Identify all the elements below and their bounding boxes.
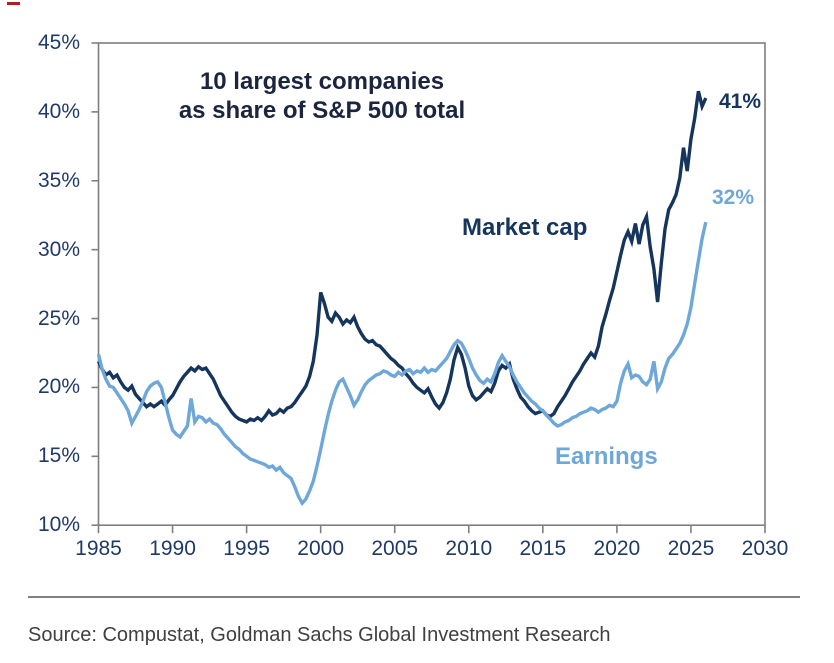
x-tick-label: 2020 [593, 537, 641, 560]
earnings-end-value-label: 32% [712, 186, 755, 209]
x-tick-label: 2000 [297, 537, 345, 560]
y-tick-label: 25% [37, 306, 80, 330]
y-tick-label: 35% [37, 168, 80, 192]
y-tick-label: 20% [37, 375, 80, 399]
x-tick-label: 1990 [149, 537, 196, 560]
chart-title: 10 largest companies as share of S&P 500… [122, 67, 522, 125]
x-tick-label: 2015 [519, 537, 567, 560]
x-tick-label: 2005 [371, 537, 419, 560]
earnings-series-label: Earnings [555, 443, 658, 470]
chart-title-line2: as share of S&P 500 total [178, 97, 466, 124]
y-tick-label: 10% [37, 513, 80, 537]
market-cap-end-value-label: 41% [719, 90, 762, 113]
market-cap-line [96, 90, 708, 424]
y-tick-label: 40% [37, 99, 80, 123]
x-tick-label: 2010 [445, 537, 493, 560]
x-tick-label: 1985 [75, 537, 122, 560]
x-tick-label: 2030 [741, 537, 789, 560]
y-tick-label: 45% [37, 31, 80, 54]
y-tick-label: 15% [37, 444, 80, 468]
y-tick-label: 30% [37, 237, 80, 261]
plot-frame [97, 42, 766, 527]
footer-divider-line [28, 596, 800, 598]
market-cap-series-label: Market cap [462, 214, 588, 241]
x-tick-label: 2025 [667, 537, 715, 560]
source-attribution: Source: Compustat, Goldman Sachs Global … [28, 624, 611, 646]
earnings-line [96, 221, 708, 507]
red-corner-mark [7, 2, 20, 5]
x-tick-label: 1995 [223, 537, 270, 560]
chart-title-line1: 10 largest companies [199, 68, 445, 95]
